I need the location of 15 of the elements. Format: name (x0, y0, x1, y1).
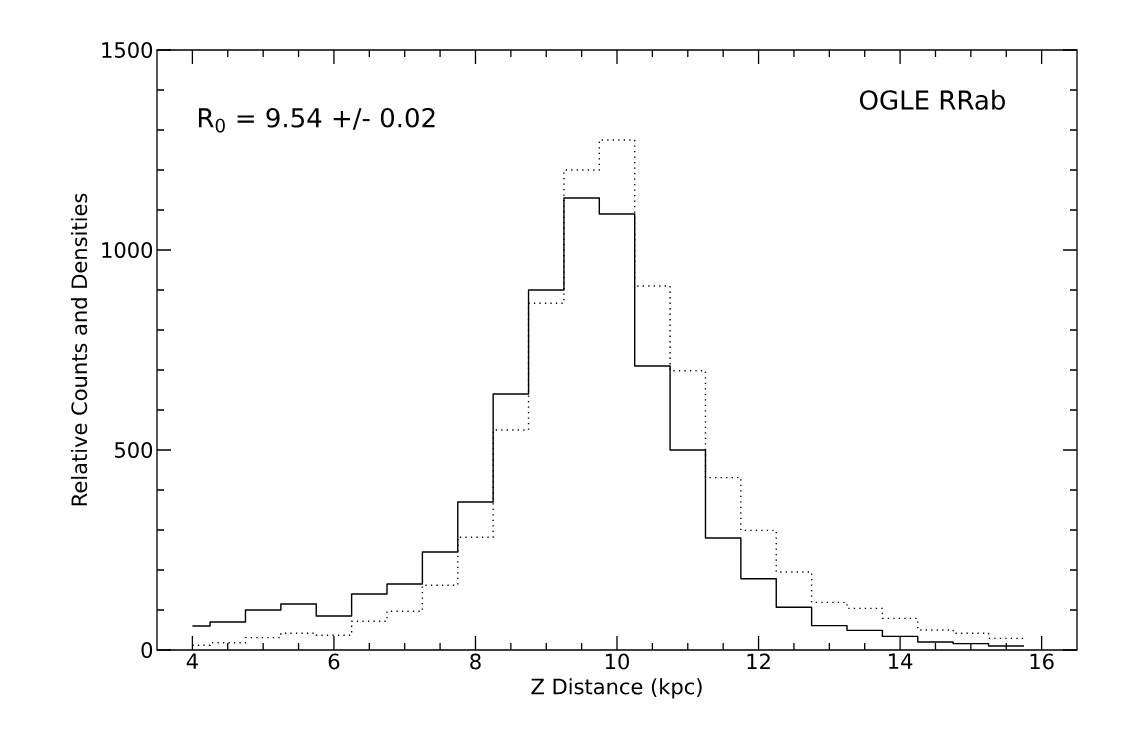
y-axis-title: Relative Counts and Densities (70, 193, 88, 506)
y-tick-label: 1500 (102, 42, 153, 58)
x-tick-label: 4 (186, 653, 198, 669)
x-tick-label: 16 (1030, 653, 1054, 670)
y-tick-label: 0 (141, 642, 153, 658)
x-tick-label: 14 (889, 653, 913, 669)
x-tick-label: 10 (605, 653, 629, 670)
y-tick-label: 500 (115, 442, 153, 458)
annotation: OGLE RRab (860, 89, 1005, 110)
x-tick-label: 6 (328, 653, 340, 670)
x-tick-label: 12 (747, 653, 770, 670)
y-tick-label: 1000 (102, 242, 153, 258)
x-axis-title: Z Distance (kpc) (531, 678, 702, 699)
annotation: R$_{0}$ = 9.54 +/- 0.02 (198, 107, 435, 133)
x-tick-label: 8 (470, 653, 481, 670)
